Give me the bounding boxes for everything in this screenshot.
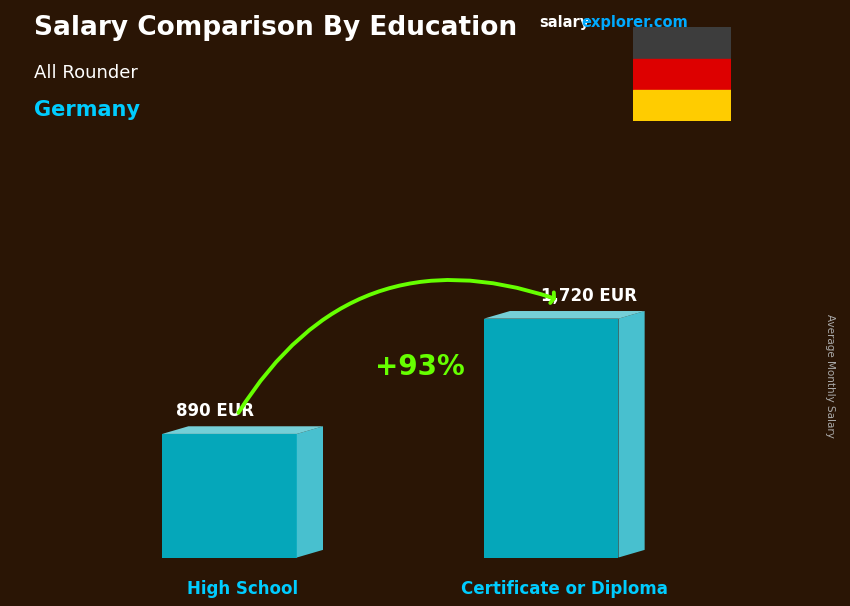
Polygon shape: [484, 319, 619, 558]
Polygon shape: [297, 426, 323, 558]
Text: explorer.com: explorer.com: [581, 15, 689, 30]
Text: All Rounder: All Rounder: [34, 64, 138, 82]
Text: 890 EUR: 890 EUR: [176, 402, 253, 420]
Text: Certificate or Diploma: Certificate or Diploma: [461, 580, 667, 598]
Polygon shape: [162, 426, 323, 434]
Bar: [633, 27, 731, 59]
Polygon shape: [162, 434, 297, 558]
Bar: [633, 90, 731, 121]
Polygon shape: [619, 311, 644, 558]
Text: +93%: +93%: [376, 353, 465, 381]
Text: salary: salary: [540, 15, 590, 30]
Text: High School: High School: [187, 580, 298, 598]
Text: 1,720 EUR: 1,720 EUR: [541, 287, 637, 305]
Polygon shape: [484, 311, 644, 319]
Text: Average Monthly Salary: Average Monthly Salary: [824, 314, 835, 438]
Text: Germany: Germany: [34, 100, 140, 120]
Text: Salary Comparison By Education: Salary Comparison By Education: [34, 15, 517, 41]
Bar: [633, 59, 731, 90]
